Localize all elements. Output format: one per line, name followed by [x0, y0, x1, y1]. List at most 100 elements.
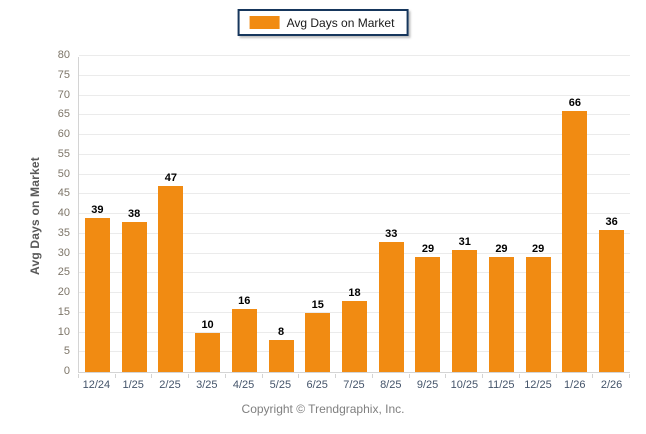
x-tick-mark: [593, 374, 631, 378]
bar: [599, 229, 625, 372]
legend-label: Avg Days on Market: [286, 15, 395, 30]
y-tick-label: 25: [57, 266, 70, 279]
x-tick-mark: [152, 374, 190, 378]
bar: [305, 312, 331, 372]
bar-slot: 47: [152, 57, 189, 372]
y-tick-label: 20: [57, 286, 70, 298]
bar: [415, 257, 441, 372]
x-tick-label: 9/25: [416, 379, 439, 391]
bar-value-label: 16: [238, 294, 251, 307]
bar: [488, 257, 514, 372]
y-axis-tick-labels: 0 5 10 15 20 25 30 35 40 45 50 55 60 65 70 75 80: [0, 50, 74, 377]
gridline: [79, 114, 630, 116]
bar-slot: 33: [373, 57, 410, 372]
bar-value-label: 10: [201, 318, 214, 331]
x-tick-mark: [446, 374, 484, 378]
bar-value-label: 47: [164, 172, 177, 185]
bar-value-label: 29: [532, 243, 545, 256]
gridline: [79, 173, 630, 175]
bar-slot: 18: [336, 57, 373, 372]
x-axis-labels: 12/24 1/25 2/25 3/25 4/25 5/25 6/25 7/25 8/25 9/2…: [78, 379, 630, 391]
x-tick-mark: [299, 374, 337, 378]
x-tick-label: 12/24: [82, 379, 111, 391]
bar: [84, 217, 110, 372]
bar-value-label: 36: [605, 215, 618, 228]
bar-slot: 29: [410, 57, 447, 372]
y-tick-label: 60: [57, 128, 70, 140]
y-tick-label: 0: [63, 365, 70, 377]
bar-value-label: 39: [91, 203, 104, 216]
bar: [378, 241, 404, 372]
bar-slot: 66: [557, 57, 594, 372]
x-tick-mark: [226, 374, 263, 378]
bar-value-label: 38: [127, 207, 141, 220]
legend-swatch-icon: [249, 16, 280, 29]
x-tick-label: 3/25: [196, 379, 218, 391]
x-tick-label: 2/25: [159, 379, 181, 391]
x-tick-mark: [373, 374, 410, 378]
bar-slot: 36: [593, 57, 630, 372]
x-tick-label: 2/26: [600, 379, 623, 391]
x-tick-label: 8/25: [380, 379, 402, 391]
x-tick-label: 7/25: [343, 379, 365, 391]
copyright-text: Copyright © Trendgraphix, Inc.: [241, 402, 405, 416]
gridline: [79, 252, 630, 254]
x-tick-label: 6/25: [306, 379, 328, 391]
y-tick-label: 10: [57, 325, 70, 338]
legend: Avg Days on Market: [237, 9, 409, 36]
x-axis-tick-marks: [78, 374, 631, 378]
x-tick-mark: [79, 374, 116, 378]
bar-value-label: 8: [277, 326, 285, 339]
bar-slot: 31: [446, 57, 483, 372]
bar: [525, 257, 551, 372]
bars-row: 39 38 47 10 16 8 15 18 33 29 31 29 29 66 36: [79, 57, 630, 372]
bar-value-label: 29: [495, 243, 508, 256]
y-tick-label: 55: [57, 147, 70, 160]
bar-slot: 10: [189, 57, 226, 372]
y-tick-label: 70: [57, 88, 70, 101]
gridline: [79, 55, 630, 56]
y-tick-label: 50: [57, 167, 70, 180]
y-tick-label: 30: [57, 246, 70, 259]
y-tick-label: 65: [57, 108, 70, 121]
gridline: [79, 193, 630, 195]
gridline: [79, 213, 630, 214]
gridline: [79, 272, 630, 274]
bar: [452, 249, 478, 372]
x-tick-label: 10/25: [450, 379, 479, 391]
x-tick-mark: [116, 374, 153, 378]
y-tick-label: 45: [57, 187, 70, 200]
bar-slot: 38: [116, 57, 153, 372]
x-tick-label: 5/25: [269, 379, 292, 391]
bar-slot: 39: [79, 57, 116, 372]
gridline: [79, 153, 630, 155]
bar-value-label: 18: [348, 286, 361, 299]
x-tick-label: 1/25: [122, 379, 144, 391]
bar: [121, 221, 147, 372]
y-tick-label: 40: [57, 207, 70, 219]
bar-slot: 29: [483, 57, 520, 372]
gridline: [79, 292, 630, 293]
gridline: [79, 94, 630, 96]
x-tick-label: 1/26: [564, 379, 586, 391]
x-tick-mark: [557, 374, 594, 378]
gridline: [79, 134, 630, 135]
bar: [158, 186, 184, 372]
plot-area: 39 38 47 10 16 8 15 18 33 29 31 29 29 66 36: [78, 55, 630, 373]
y-tick-label: 75: [57, 68, 70, 81]
bar: [562, 111, 588, 372]
x-tick-mark: [263, 374, 300, 378]
x-tick-label: 4/25: [232, 379, 255, 391]
bar: [268, 340, 294, 372]
y-tick-label: 80: [57, 49, 70, 61]
bar-value-label: 15: [311, 298, 324, 311]
bar-slot: 8: [263, 57, 300, 372]
x-tick-mark: [189, 374, 226, 378]
bar-value-label: 33: [385, 227, 398, 240]
x-tick-mark: [336, 374, 373, 378]
bar: [195, 332, 221, 372]
bar: [231, 308, 257, 372]
bar-slot: 16: [226, 57, 263, 372]
y-tick-label: 35: [57, 226, 70, 239]
